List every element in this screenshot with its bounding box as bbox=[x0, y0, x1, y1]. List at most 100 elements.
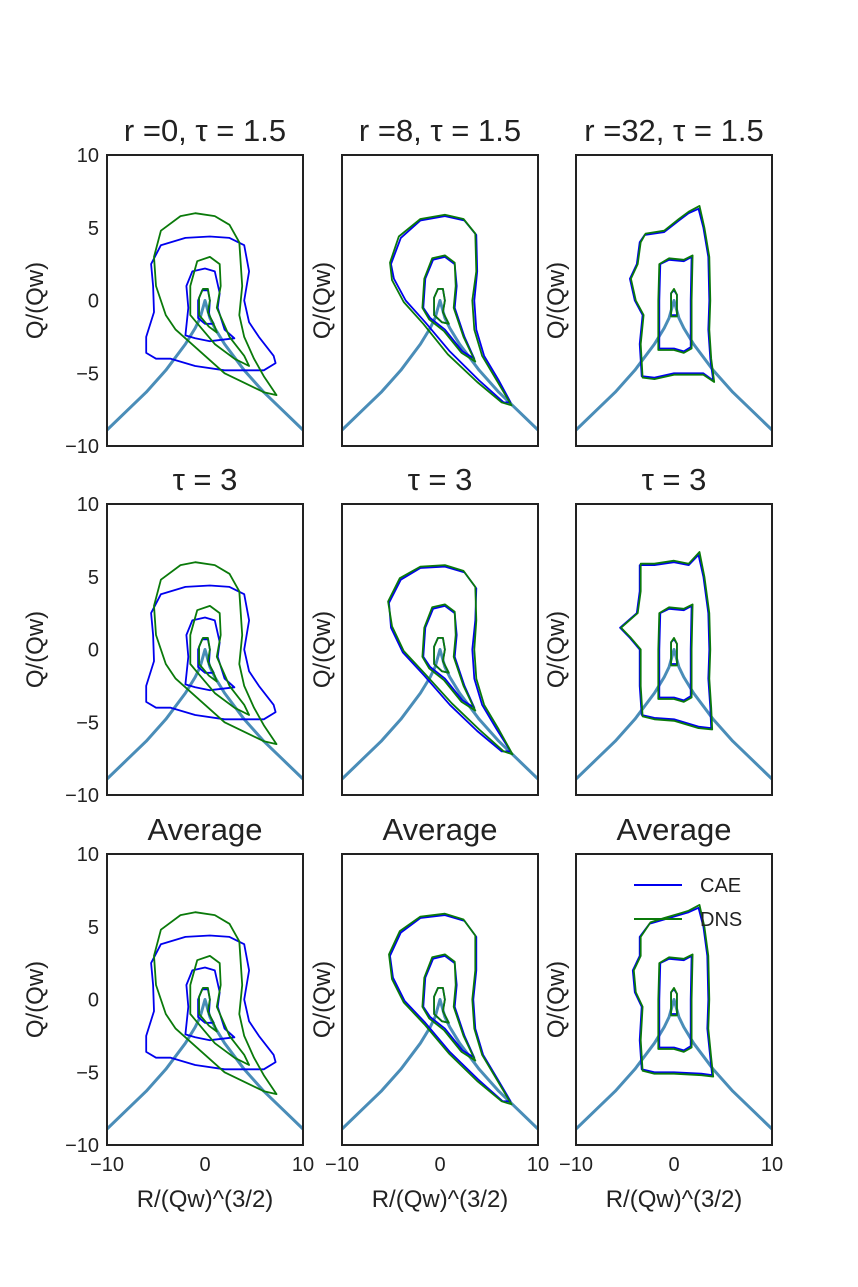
axes-frame bbox=[106, 853, 304, 1146]
contour-dns-level-1 bbox=[153, 561, 278, 745]
contour-cae-level-1 bbox=[629, 207, 715, 382]
subplot-title: r =32, τ = 1.5 bbox=[584, 113, 763, 148]
x-tick-label: −10 bbox=[90, 1154, 124, 1176]
contour-dns-level-2 bbox=[421, 254, 477, 363]
subplot-r3c2: Average Q/(Qw) −10 0 10 R/(Qw)^(3/2) bbox=[309, 812, 549, 1213]
boundary-curve bbox=[107, 648, 303, 781]
x-tick-label: 10 bbox=[527, 1154, 549, 1176]
contour-dns-level-2 bbox=[657, 953, 694, 1053]
boundary-curve bbox=[342, 299, 538, 432]
contour-cae-level-2 bbox=[422, 955, 476, 1059]
subplot-title: Average bbox=[148, 812, 263, 847]
contour-cae-level-1 bbox=[631, 906, 714, 1077]
contour-dns-level-3 bbox=[670, 637, 678, 667]
subplot-title: τ = 3 bbox=[642, 462, 707, 497]
legend: CAE DNS bbox=[634, 875, 742, 931]
y-tick-label: 10 bbox=[77, 844, 99, 866]
plot-area bbox=[576, 904, 772, 1131]
x-axis-label: R/(Qw)^(3/2) bbox=[372, 1186, 509, 1213]
axes-frame bbox=[575, 503, 773, 796]
plot-area bbox=[342, 912, 538, 1131]
x-tick-label: 10 bbox=[292, 1154, 314, 1176]
boundary-curve bbox=[576, 998, 772, 1131]
plot-area bbox=[107, 561, 303, 781]
y-tick-label: 5 bbox=[88, 567, 99, 589]
y-tick-label: 0 bbox=[88, 291, 99, 313]
subplot-title: τ = 3 bbox=[173, 462, 238, 497]
contour-dns-level-3 bbox=[198, 987, 218, 1033]
x-axis-label: R/(Qw)^(3/2) bbox=[606, 1186, 743, 1213]
contour-dns-level-1 bbox=[632, 904, 715, 1078]
contour-cae-level-1 bbox=[145, 584, 277, 721]
contour-dns-level-3 bbox=[198, 288, 218, 334]
contour-cae-level-2 bbox=[422, 605, 476, 709]
y-tick-label: −10 bbox=[65, 785, 99, 807]
contour-dns-level-3 bbox=[433, 288, 450, 325]
axes-frame bbox=[106, 503, 304, 796]
y-axis-label: Q/(Qw) bbox=[543, 611, 570, 688]
boundary-curve bbox=[576, 648, 772, 781]
contour-cae-level-2 bbox=[422, 255, 476, 360]
axes-frame bbox=[341, 503, 539, 796]
subplot-r1c2: r =8, τ = 1.5 Q/(Qw) bbox=[309, 113, 539, 447]
x-tick-label: 0 bbox=[668, 1154, 679, 1176]
y-axis-label: Q/(Qw) bbox=[22, 262, 49, 339]
y-tick-label: 10 bbox=[77, 494, 99, 516]
subplot-r2c1: τ = 3 10 5 0 −5 −10 Q/(Qw) bbox=[22, 462, 304, 807]
plot-area bbox=[342, 213, 538, 432]
plot-area bbox=[107, 911, 303, 1131]
y-tick-label: −5 bbox=[76, 712, 99, 734]
y-tick-label: 0 bbox=[88, 640, 99, 662]
x-axis-label: R/(Qw)^(3/2) bbox=[137, 1186, 274, 1213]
boundary-curve bbox=[107, 299, 303, 432]
y-axis-label: Q/(Qw) bbox=[22, 961, 49, 1038]
subplot-title: Average bbox=[617, 812, 732, 847]
contour-dns-level-1 bbox=[387, 564, 514, 756]
y-axis-label: Q/(Qw) bbox=[543, 961, 570, 1038]
subplot-title: r =0, τ = 1.5 bbox=[124, 113, 286, 148]
y-axis-label: Q/(Qw) bbox=[309, 611, 336, 688]
contour-dns-level-3 bbox=[433, 637, 450, 674]
y-axis-label: Q/(Qw) bbox=[22, 611, 49, 688]
y-axis-label: Q/(Qw) bbox=[543, 262, 570, 339]
contour-dns-level-1 bbox=[620, 551, 714, 731]
y-tick-label: 5 bbox=[88, 917, 99, 939]
x-tick-label: 10 bbox=[761, 1154, 783, 1176]
contour-dns-level-1 bbox=[389, 213, 513, 407]
contour-dns-level-3 bbox=[433, 987, 450, 1024]
contour-dns-level-1 bbox=[153, 911, 278, 1095]
axes-frame bbox=[575, 154, 773, 447]
plot-area bbox=[576, 205, 772, 432]
y-axis-label: Q/(Qw) bbox=[309, 961, 336, 1038]
contour-cae-level-1 bbox=[145, 934, 277, 1071]
subplot-title: Average bbox=[383, 812, 498, 847]
legend-label-cae: CAE bbox=[700, 875, 741, 897]
y-tick-label: −5 bbox=[76, 363, 99, 385]
subplot-r3c1: Average 10 5 0 −5 −10 Q/(Qw) −10 0 10 R/(Qw)^(3/2) bbox=[22, 812, 314, 1213]
plot-area bbox=[342, 564, 538, 781]
subplot-r3c3: Average Q/(Qw) −10 0 10 R/(Qw)^(3/2) CAE DNS bbox=[543, 812, 783, 1213]
x-tick-label: −10 bbox=[559, 1154, 593, 1176]
subplot-title: r =8, τ = 1.5 bbox=[359, 113, 521, 148]
x-tick-label: 0 bbox=[434, 1154, 445, 1176]
subplot-r2c3: τ = 3 Q/(Qw) bbox=[543, 462, 773, 796]
contour-dns-level-2 bbox=[421, 953, 477, 1062]
contour-dns-level-3 bbox=[198, 637, 218, 683]
y-tick-label: −5 bbox=[76, 1062, 99, 1084]
plot-area bbox=[576, 551, 772, 781]
axes-frame bbox=[341, 154, 539, 447]
boundary-curve bbox=[342, 998, 538, 1131]
contour-dns-level-2 bbox=[189, 955, 250, 1066]
axes-frame bbox=[341, 853, 539, 1146]
boundary-curve bbox=[107, 998, 303, 1131]
subplot-r1c3: r =32, τ = 1.5 Q/(Qw) bbox=[543, 113, 773, 447]
y-axis-label: Q/(Qw) bbox=[309, 262, 336, 339]
contour-dns-level-2 bbox=[657, 254, 694, 354]
subplot-title: τ = 3 bbox=[408, 462, 473, 497]
contour-dns-level-3 bbox=[670, 288, 678, 318]
contour-dns-level-1 bbox=[153, 212, 278, 396]
y-tick-label: 5 bbox=[88, 218, 99, 240]
contour-dns-level-1 bbox=[388, 912, 513, 1106]
